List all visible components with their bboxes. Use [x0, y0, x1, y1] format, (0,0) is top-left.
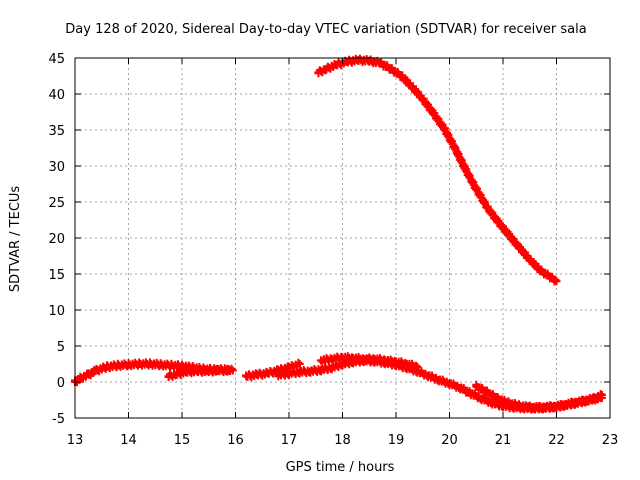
chart-title: Day 128 of 2020, Sidereal Day-to-day VTE… — [65, 22, 586, 37]
x-tick-label: 14 — [120, 433, 137, 448]
series-band-track-5 — [317, 352, 421, 372]
series-band-track-7 — [314, 54, 560, 286]
x-tick-label: 17 — [281, 433, 298, 448]
x-tick-label: 20 — [441, 433, 458, 448]
series-marker-band — [242, 358, 303, 382]
x-tick-label: 23 — [602, 433, 619, 448]
series-marker-band — [164, 364, 233, 381]
y-tick-label: 40 — [48, 88, 65, 103]
x-tick-label: 19 — [388, 433, 405, 448]
x-tick-label: 13 — [67, 433, 84, 448]
y-tick-label: 20 — [48, 232, 65, 247]
x-tick-label: 15 — [174, 433, 191, 448]
series-band-track-6 — [472, 380, 605, 414]
y-tick-label: 0 — [57, 376, 65, 391]
y-tick-label: 45 — [48, 52, 65, 67]
series-track-5 — [317, 352, 422, 372]
x-tick-label: 21 — [495, 433, 512, 448]
series-track-3 — [242, 358, 304, 382]
series-marker-band — [314, 54, 560, 286]
data-points — [71, 54, 606, 414]
series-track-2 — [164, 364, 235, 381]
y-tick-label: 35 — [48, 124, 65, 139]
y-tick-label: 25 — [48, 196, 65, 211]
series-marker-band — [472, 380, 605, 414]
series-band-track-2 — [164, 364, 233, 381]
x-tick-label: 16 — [227, 433, 244, 448]
series-track-6 — [472, 380, 606, 414]
y-tick-label: 10 — [48, 304, 65, 319]
y-tick-label: 30 — [48, 160, 65, 175]
y-tick-label: -5 — [52, 412, 65, 427]
y-axis-label: SDTVAR / TECUs — [8, 186, 23, 293]
x-tick-label: 18 — [334, 433, 351, 448]
x-axis-label: GPS time / hours — [286, 460, 395, 475]
series-band-track-3 — [242, 358, 303, 382]
axis-ticks: 13 14 15 16 17 18 19 20 21 22 23 -5 0 5 10 15 20 25 30 35 40… — [48, 52, 618, 448]
x-tick-label: 22 — [548, 433, 565, 448]
grid — [75, 58, 610, 418]
y-tick-label: 5 — [57, 340, 65, 355]
y-tick-label: 15 — [48, 268, 65, 283]
series-track-7 — [314, 54, 561, 286]
series-marker-band — [317, 352, 421, 372]
